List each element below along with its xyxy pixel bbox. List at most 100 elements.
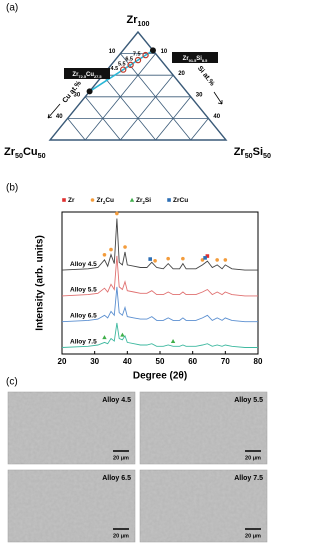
right-tick-label: 30 — [196, 92, 203, 98]
micrograph-label: Alloy 4.5 — [102, 397, 131, 404]
corner-label-part: Cu — [23, 146, 38, 158]
panel-label: (a) — [6, 3, 18, 14]
curve-label: Alloy 4.5 — [70, 261, 97, 268]
corner-label-sub: 50 — [263, 152, 271, 160]
phase-marker — [167, 198, 171, 202]
curve-label: Alloy 6.5 — [70, 312, 97, 319]
micrograph-texture — [140, 470, 267, 542]
legend-label-sub: 2 — [143, 200, 146, 205]
plot-frame — [61, 211, 259, 355]
legend-label-part: Zr — [136, 197, 143, 204]
x-tick-label: 30 — [90, 357, 99, 366]
endpoint-label-sub: 27.5 — [94, 74, 102, 79]
alloy-label: 7.5 — [133, 52, 141, 58]
corner-label-part: Zr — [234, 146, 246, 158]
micrograph-texture — [8, 392, 135, 464]
xrd-curve — [61, 218, 258, 271]
endpoint-label-box — [64, 68, 110, 79]
axis-arrow — [213, 91, 223, 105]
alloy-point — [142, 51, 149, 59]
triangle-frame — [48, 30, 228, 141]
phase-marker — [109, 247, 113, 252]
endpoint-label-part: Si — [196, 56, 202, 62]
legend-label-part: Si — [145, 197, 151, 204]
endpoint-label-sub: 72.5 — [78, 74, 86, 79]
legend-label-part: Zr — [97, 197, 104, 204]
corner-label-sub: 50 — [15, 152, 23, 160]
apex-label-part: Zr — [127, 14, 139, 26]
apex-label-sub: 100 — [138, 20, 150, 28]
grid-line — [120, 74, 174, 141]
x-tick-label: 80 — [254, 357, 263, 366]
corner-label-part: Si — [253, 146, 263, 158]
phase-marker — [123, 245, 127, 249]
phase-marker — [102, 252, 107, 257]
x-tick-label: 50 — [156, 357, 165, 366]
corner-label-sub: 50 — [38, 152, 46, 160]
alloy-point — [134, 56, 142, 64]
phase-marker — [90, 198, 95, 202]
corner-label-part: Zr — [4, 146, 16, 158]
phase-marker — [102, 335, 107, 340]
alloy-point — [120, 66, 127, 73]
phase-marker — [129, 197, 135, 202]
x-tick-label: 20 — [58, 357, 67, 366]
micrograph-label: Alloy 7.5 — [234, 475, 263, 482]
endpoint-label-part: Cu — [86, 72, 94, 78]
phase-marker — [115, 211, 119, 216]
micrograph-label: Alloy 6.5 — [102, 475, 131, 482]
left-tick-label: 30 — [74, 92, 81, 98]
apex-label: Zr100 — [127, 14, 150, 28]
endpoint-label-sub: 91.5 — [189, 58, 197, 63]
phase-marker — [215, 258, 219, 262]
legend-label: Zr2Cu — [97, 197, 115, 205]
scale-label: 20 μm — [113, 533, 129, 539]
panel-label: (b) — [6, 183, 18, 194]
legend-label-part: Zr — [68, 197, 75, 204]
right-tick-label: 20 — [178, 71, 185, 77]
x-tick-label: 40 — [123, 357, 132, 366]
curve-label: Alloy 5.5 — [70, 287, 97, 294]
x-axis-label: Degree (2θ) — [133, 371, 187, 382]
x-tick-label: 70 — [221, 357, 230, 366]
grid-line — [67, 118, 86, 141]
scale-label: 20 μm — [245, 533, 261, 539]
endpoint-label-part: Zr — [183, 56, 190, 62]
legend-label-part: ZrCu — [173, 197, 188, 204]
endpoint-label: Zr72.5Cu27.5 — [72, 72, 102, 79]
corner-label: Zr50Si50 — [234, 146, 271, 160]
scale-label: 20 μm — [245, 455, 261, 461]
micrograph-texture — [8, 470, 135, 542]
left-tick-label: 10 — [109, 49, 116, 55]
phase-marker — [205, 254, 210, 258]
endpoint — [86, 88, 93, 95]
panel-label: (c) — [6, 377, 18, 388]
phase-marker — [181, 256, 185, 261]
xrd-curve — [61, 286, 258, 323]
endpoint — [149, 47, 156, 54]
phase-marker — [223, 258, 228, 262]
endpoint-label: Zr91.5Si8.5 — [183, 56, 208, 63]
endpoint-label-sub: 8.5 — [202, 58, 208, 63]
phase-marker — [166, 256, 170, 261]
right-tick-label: 40 — [213, 114, 220, 120]
axis-label: Si at.% — [196, 65, 216, 88]
corner-label-sub: 50 — [245, 152, 253, 160]
phase-marker — [203, 256, 207, 260]
legend-label: Zr — [68, 197, 75, 204]
legend-label-part: Cu — [105, 197, 114, 204]
phase-marker — [62, 198, 66, 202]
phase-marker — [120, 332, 125, 337]
y-axis-label: Intensity (arb. units) — [35, 235, 46, 331]
corner-label: Zr50Cu50 — [4, 146, 46, 160]
endpoint-label-part: Zr — [72, 72, 79, 78]
x-tick-label: 60 — [188, 357, 197, 366]
xrd-curve — [61, 255, 258, 297]
curve-label: Alloy 7.5 — [70, 338, 97, 345]
micrograph-label: Alloy 5.5 — [234, 397, 263, 404]
left-tick-label: 40 — [56, 114, 63, 120]
grid-line — [190, 118, 209, 141]
legend-label: ZrCu — [173, 197, 188, 204]
scale-label: 20 μm — [113, 455, 129, 461]
phase-marker — [170, 339, 176, 344]
